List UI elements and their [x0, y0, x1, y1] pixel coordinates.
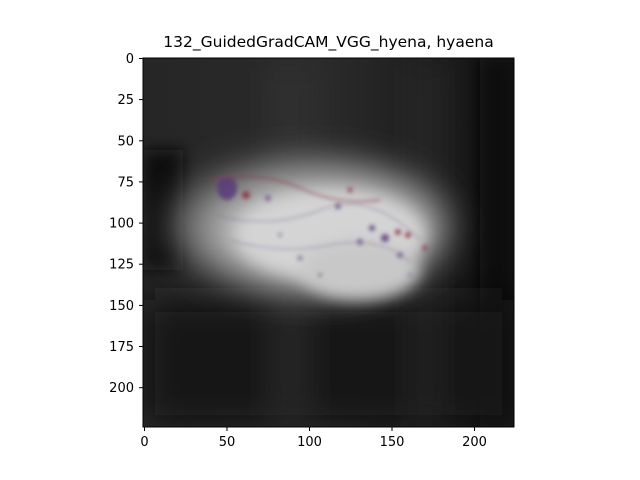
- y-tick-label: 100: [109, 217, 134, 232]
- y-tick-label: 125: [109, 258, 134, 273]
- axes-frame: [142, 57, 515, 428]
- x-tick-label: 100: [297, 435, 322, 450]
- y-tick-label: 175: [109, 340, 134, 355]
- x-tick-label: 200: [462, 435, 487, 450]
- y-tick-label: 200: [109, 381, 134, 396]
- y-tick-label: 0: [126, 52, 134, 67]
- y-tick-label: 150: [109, 299, 134, 314]
- y-tick-label: 50: [117, 134, 134, 149]
- x-tick-label: 150: [380, 435, 405, 450]
- y-tick-label: 75: [117, 175, 134, 190]
- x-tick-label: 50: [219, 435, 236, 450]
- y-tick-label: 25: [117, 93, 134, 108]
- x-tick-label: 0: [140, 435, 148, 450]
- heatmap-image: [143, 58, 514, 427]
- y-axis: 0 25 50 75 100 125 150 175 200: [109, 52, 143, 396]
- plot-title: 132_GuidedGradCAM_VGG_hyena, hyaena: [163, 33, 494, 51]
- x-axis: 0 50 100 150 200: [140, 427, 487, 450]
